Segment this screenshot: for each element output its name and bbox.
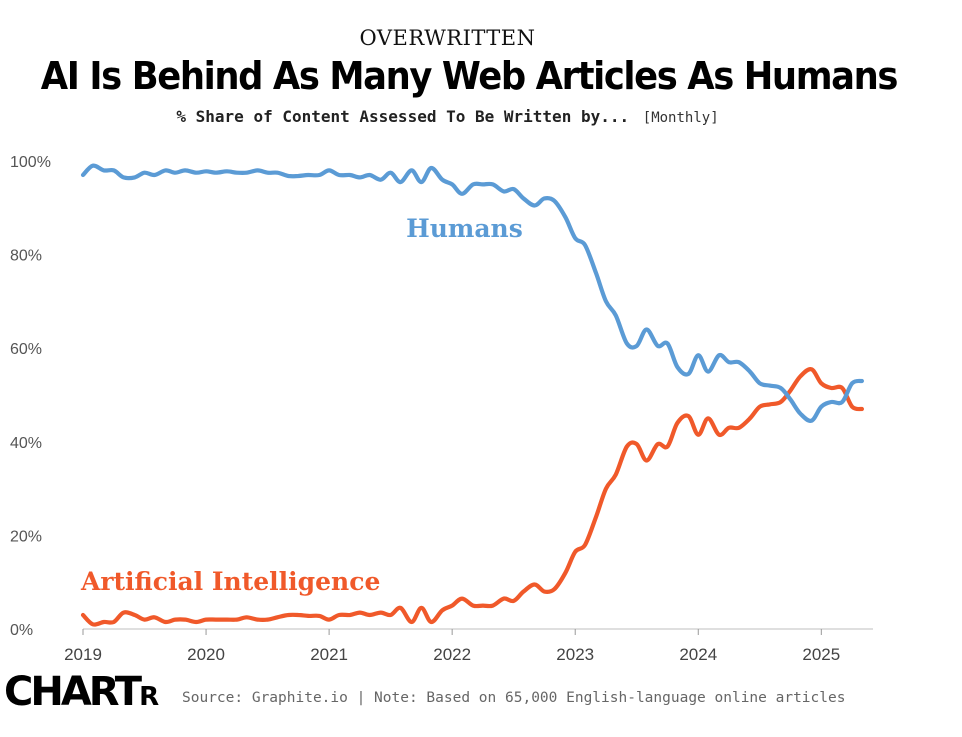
x-tick-label: 2022 <box>433 645 471 664</box>
series-label-artificial-intelligence: Artificial Intelligence <box>80 567 380 596</box>
chart-subtitle: % Share of Content Assessed To Be Writte… <box>0 107 895 126</box>
chart-kicker: OVERWRITTEN <box>359 26 536 50</box>
x-tick-label: 2020 <box>187 645 225 664</box>
chartr-logo: CHARTR <box>4 669 159 715</box>
x-tick-label: 2019 <box>64 645 102 664</box>
subtitle-text: % Share of Content Assessed To Be Writte… <box>176 107 630 126</box>
series-label-humans: Humans <box>406 214 523 243</box>
series-layer <box>80 163 864 627</box>
y-axis: 0% 20% 40% 60% 80% 100% <box>10 154 51 639</box>
x-tick-label: 2025 <box>802 645 840 664</box>
y-tick-label: 60% <box>10 341 42 358</box>
logo-main-text: CHART <box>4 669 142 715</box>
chart-title: AI Is Behind As Many Web Articles As Hum… <box>40 54 899 98</box>
y-tick-label: 20% <box>10 528 42 545</box>
annotation-layer: Humans Artificial Intelligence <box>80 214 523 596</box>
series-line-artificial-intelligence <box>80 367 864 627</box>
frequency-note: [Monthly] <box>642 110 719 126</box>
x-tick-label: 2024 <box>679 645 717 664</box>
series-line-humans <box>80 163 864 423</box>
source-note: Source: Graphite.io | Note: Based on 65,… <box>182 690 846 706</box>
y-tick-label: 0% <box>10 622 33 639</box>
y-tick-label: 80% <box>10 248 42 265</box>
x-axis: 2019 2020 2021 2022 2023 2024 2025 <box>64 628 873 664</box>
line-chart: 0%20%40%60%80%100% 2019 2020 2021 2022 2023 2… <box>10 154 873 664</box>
x-tick-label: 2021 <box>310 645 348 664</box>
y-tick-label: 40% <box>10 435 42 452</box>
y-tick-label: 100% <box>10 154 51 171</box>
logo-small-text: R <box>139 682 159 712</box>
x-tick-label: 2023 <box>556 645 594 664</box>
